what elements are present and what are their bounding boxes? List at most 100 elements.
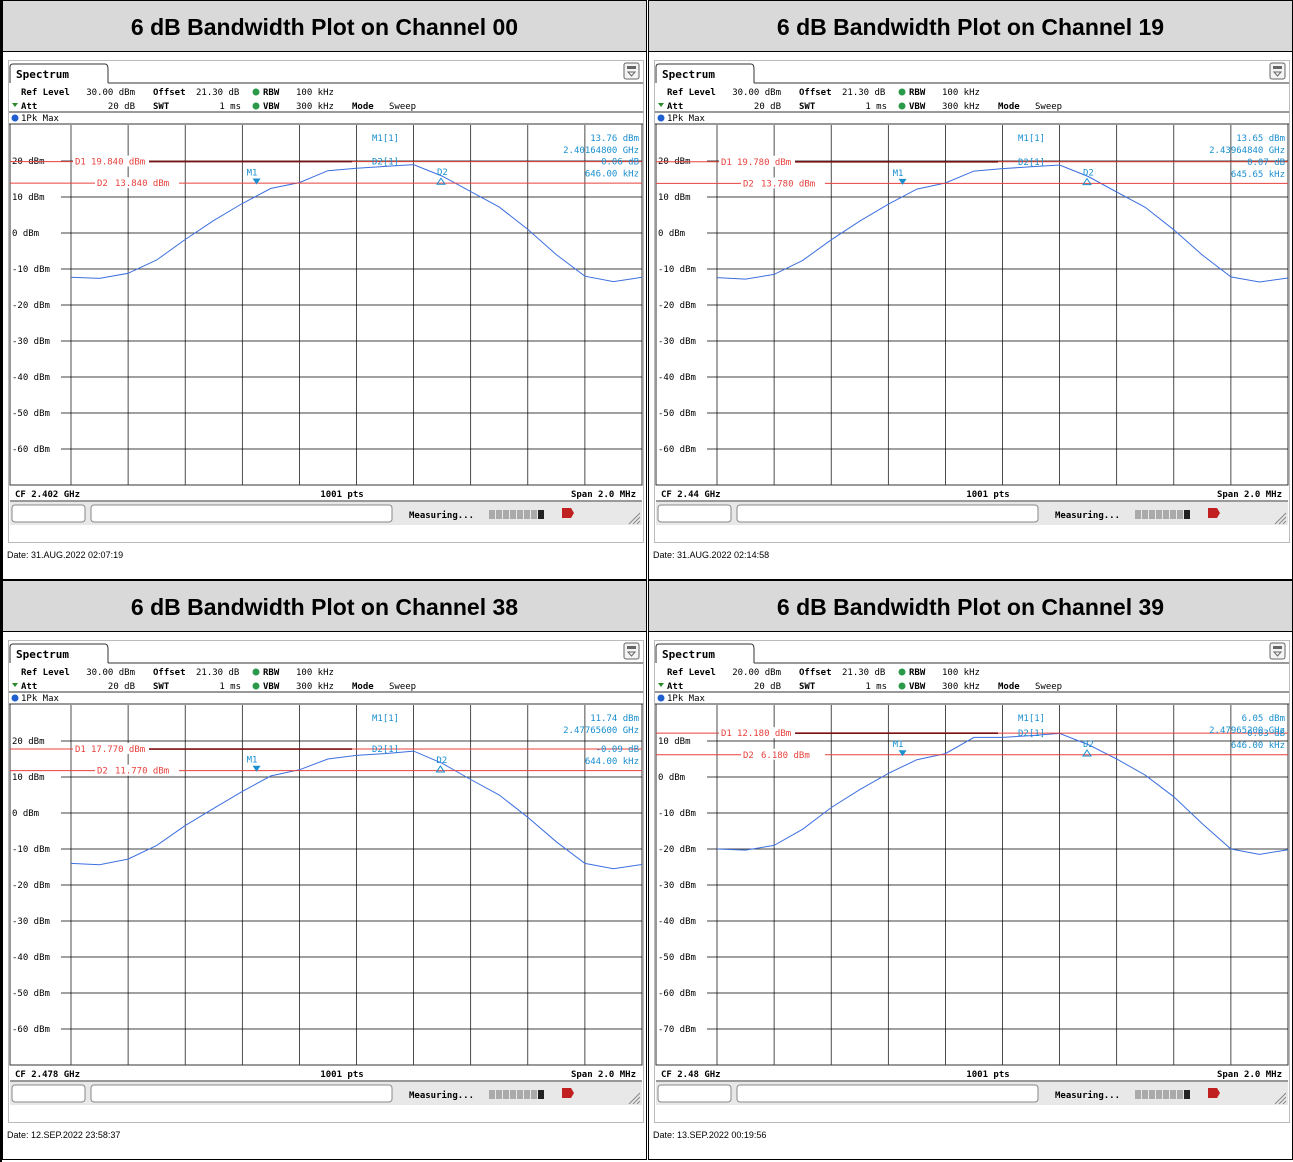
att-label: Att — [667, 682, 683, 692]
center-frequency: CF 2.48 GHz — [661, 1070, 721, 1080]
progress-segment — [489, 1090, 495, 1099]
marker-m1-readout-label: M1[1] — [372, 134, 399, 144]
marker-d2-level: 0.07 dB — [1247, 158, 1285, 168]
spectrum-tab-label: Spectrum — [16, 648, 69, 661]
att-label: Att — [21, 682, 37, 692]
measuring-status: Measuring... — [409, 510, 474, 521]
remote-indicator-icon — [1208, 508, 1220, 518]
offset-value: 21.30 dB — [842, 88, 885, 98]
progress-segment — [1184, 510, 1190, 519]
y-tick-label: 0 dBm — [12, 809, 39, 819]
d2-label-name: D2 — [97, 767, 108, 777]
y-tick-label: -50 dBm — [12, 989, 50, 999]
swt-label: SWT — [799, 102, 816, 112]
d1-label-bg — [719, 155, 795, 167]
marker-m1-icon[interactable] — [252, 765, 261, 772]
y-tick-label: 10 dBm — [12, 773, 45, 783]
att-indicator-icon — [658, 683, 664, 687]
progress-segment — [1135, 1090, 1141, 1099]
spectrum-analyzer-display: Spectrum Ref Level 30.00 dBm Att 20 dB Offset… — [655, 62, 1289, 525]
analyzer-screenshot: Spectrum Ref Level 30.00 dBm Att 20 dB Offset… — [8, 640, 644, 1123]
plot-body: Spectrum Ref Level 30.00 dBm Att 20 dB Offset… — [2, 52, 647, 580]
offset-value: 21.30 dB — [196, 88, 239, 98]
y-tick-label: -60 dBm — [12, 445, 50, 455]
marker-m1-icon[interactable] — [898, 750, 907, 757]
swt-label: SWT — [153, 102, 170, 112]
marker-d2-frequency: 646.00 kHz — [1231, 741, 1285, 751]
measuring-status: Measuring... — [1055, 1090, 1120, 1101]
status-field-main[interactable] — [736, 504, 1039, 523]
y-tick-label: -40 dBm — [12, 373, 50, 383]
marker-d2-icon[interactable] — [1082, 749, 1092, 757]
y-tick-label: -50 dBm — [658, 409, 696, 419]
status-field-left[interactable] — [11, 504, 86, 523]
marker-m1-icon[interactable] — [898, 178, 907, 185]
vbw-value: 300 kHz — [942, 102, 980, 112]
progress-segment — [524, 510, 530, 519]
mode-label: Mode — [998, 102, 1020, 112]
status-field-left[interactable] — [11, 1084, 86, 1103]
status-field-main[interactable] — [736, 1084, 1039, 1103]
center-frequency: CF 2.478 GHz — [15, 1070, 80, 1080]
offset-value: 21.30 dB — [842, 668, 885, 678]
marker-m1-tag: M1 — [893, 740, 904, 750]
swt-value: 1 ms — [219, 682, 241, 692]
marker-d2-icon[interactable] — [435, 765, 446, 773]
ref-level-label: Ref Level — [21, 88, 70, 98]
resize-grip-icon[interactable] — [628, 512, 641, 525]
span: Span 2.0 MHz — [571, 1070, 636, 1080]
plot-title: 6 dB Bandwidth Plot on Channel 19 — [648, 0, 1293, 52]
analyzer-screenshot: Spectrum Ref Level 20.00 dBm Att 20 dB Offset… — [654, 640, 1290, 1123]
y-tick-label: 20 dBm — [12, 737, 45, 747]
att-indicator-icon — [12, 103, 18, 107]
window-menu-icon-bar — [627, 66, 636, 69]
spectrum-tab-label: Spectrum — [16, 68, 69, 81]
d1-label-name: D1 — [721, 729, 732, 739]
y-tick-label: -20 dBm — [12, 301, 50, 311]
swt-value: 1 ms — [865, 682, 887, 692]
att-label: Att — [21, 102, 37, 112]
y-tick-label: -60 dBm — [12, 1025, 50, 1035]
spectrum-tab[interactable] — [9, 643, 109, 663]
marker-m1-level: 11.74 dBm — [590, 714, 639, 724]
chevron-down-icon — [1272, 651, 1283, 657]
marker-m1-icon[interactable] — [252, 178, 261, 185]
mode-value: Sweep — [1035, 102, 1062, 112]
marker-d2-readout-label: D2[1] — [372, 158, 399, 168]
window-menu-icon-bar — [1273, 66, 1282, 69]
spectrum-tab[interactable] — [9, 63, 109, 83]
resize-grip-icon[interactable] — [1274, 512, 1287, 525]
marker-d2-icon[interactable] — [1082, 177, 1092, 186]
d2-label-bg — [95, 764, 179, 776]
resize-grip-icon[interactable] — [628, 1092, 641, 1105]
rbw-label: RBW — [263, 88, 280, 98]
status-field-main[interactable] — [90, 504, 393, 523]
progress-segment — [1163, 1090, 1169, 1099]
offset-label: Offset — [799, 88, 832, 98]
vbw-indicator-icon — [252, 102, 260, 110]
remote-indicator-icon — [1208, 1088, 1220, 1098]
offset-label: Offset — [153, 668, 186, 678]
status-field-main[interactable] — [90, 1084, 393, 1103]
offset-label: Offset — [799, 668, 832, 678]
y-tick-label: 10 dBm — [658, 193, 691, 203]
progress-segment — [1135, 510, 1141, 519]
spectrum-tab[interactable] — [655, 643, 755, 663]
plot-cell-1: 6 dB Bandwidth Plot on Channel 19 Spectru… — [648, 0, 1293, 580]
sweep-points: 1001 pts — [966, 1070, 1009, 1080]
spectrum-tab[interactable] — [655, 63, 755, 83]
status-field-left[interactable] — [657, 1084, 732, 1103]
progress-segment — [1142, 510, 1148, 519]
marker-d2-frequency: 646.00 kHz — [585, 170, 639, 180]
progress-segment — [1149, 1090, 1155, 1099]
d2-label-value: 13.780 dBm — [761, 179, 815, 189]
vbw-value: 300 kHz — [296, 682, 334, 692]
marker-d2-icon[interactable] — [436, 177, 446, 185]
resize-grip-icon[interactable] — [1274, 1092, 1287, 1105]
swt-label: SWT — [799, 682, 816, 692]
remote-indicator-icon — [562, 1088, 574, 1098]
status-field-left[interactable] — [657, 504, 732, 523]
mode-label: Mode — [352, 682, 374, 692]
plot-frame — [9, 703, 643, 1066]
progress-segment — [496, 1090, 502, 1099]
